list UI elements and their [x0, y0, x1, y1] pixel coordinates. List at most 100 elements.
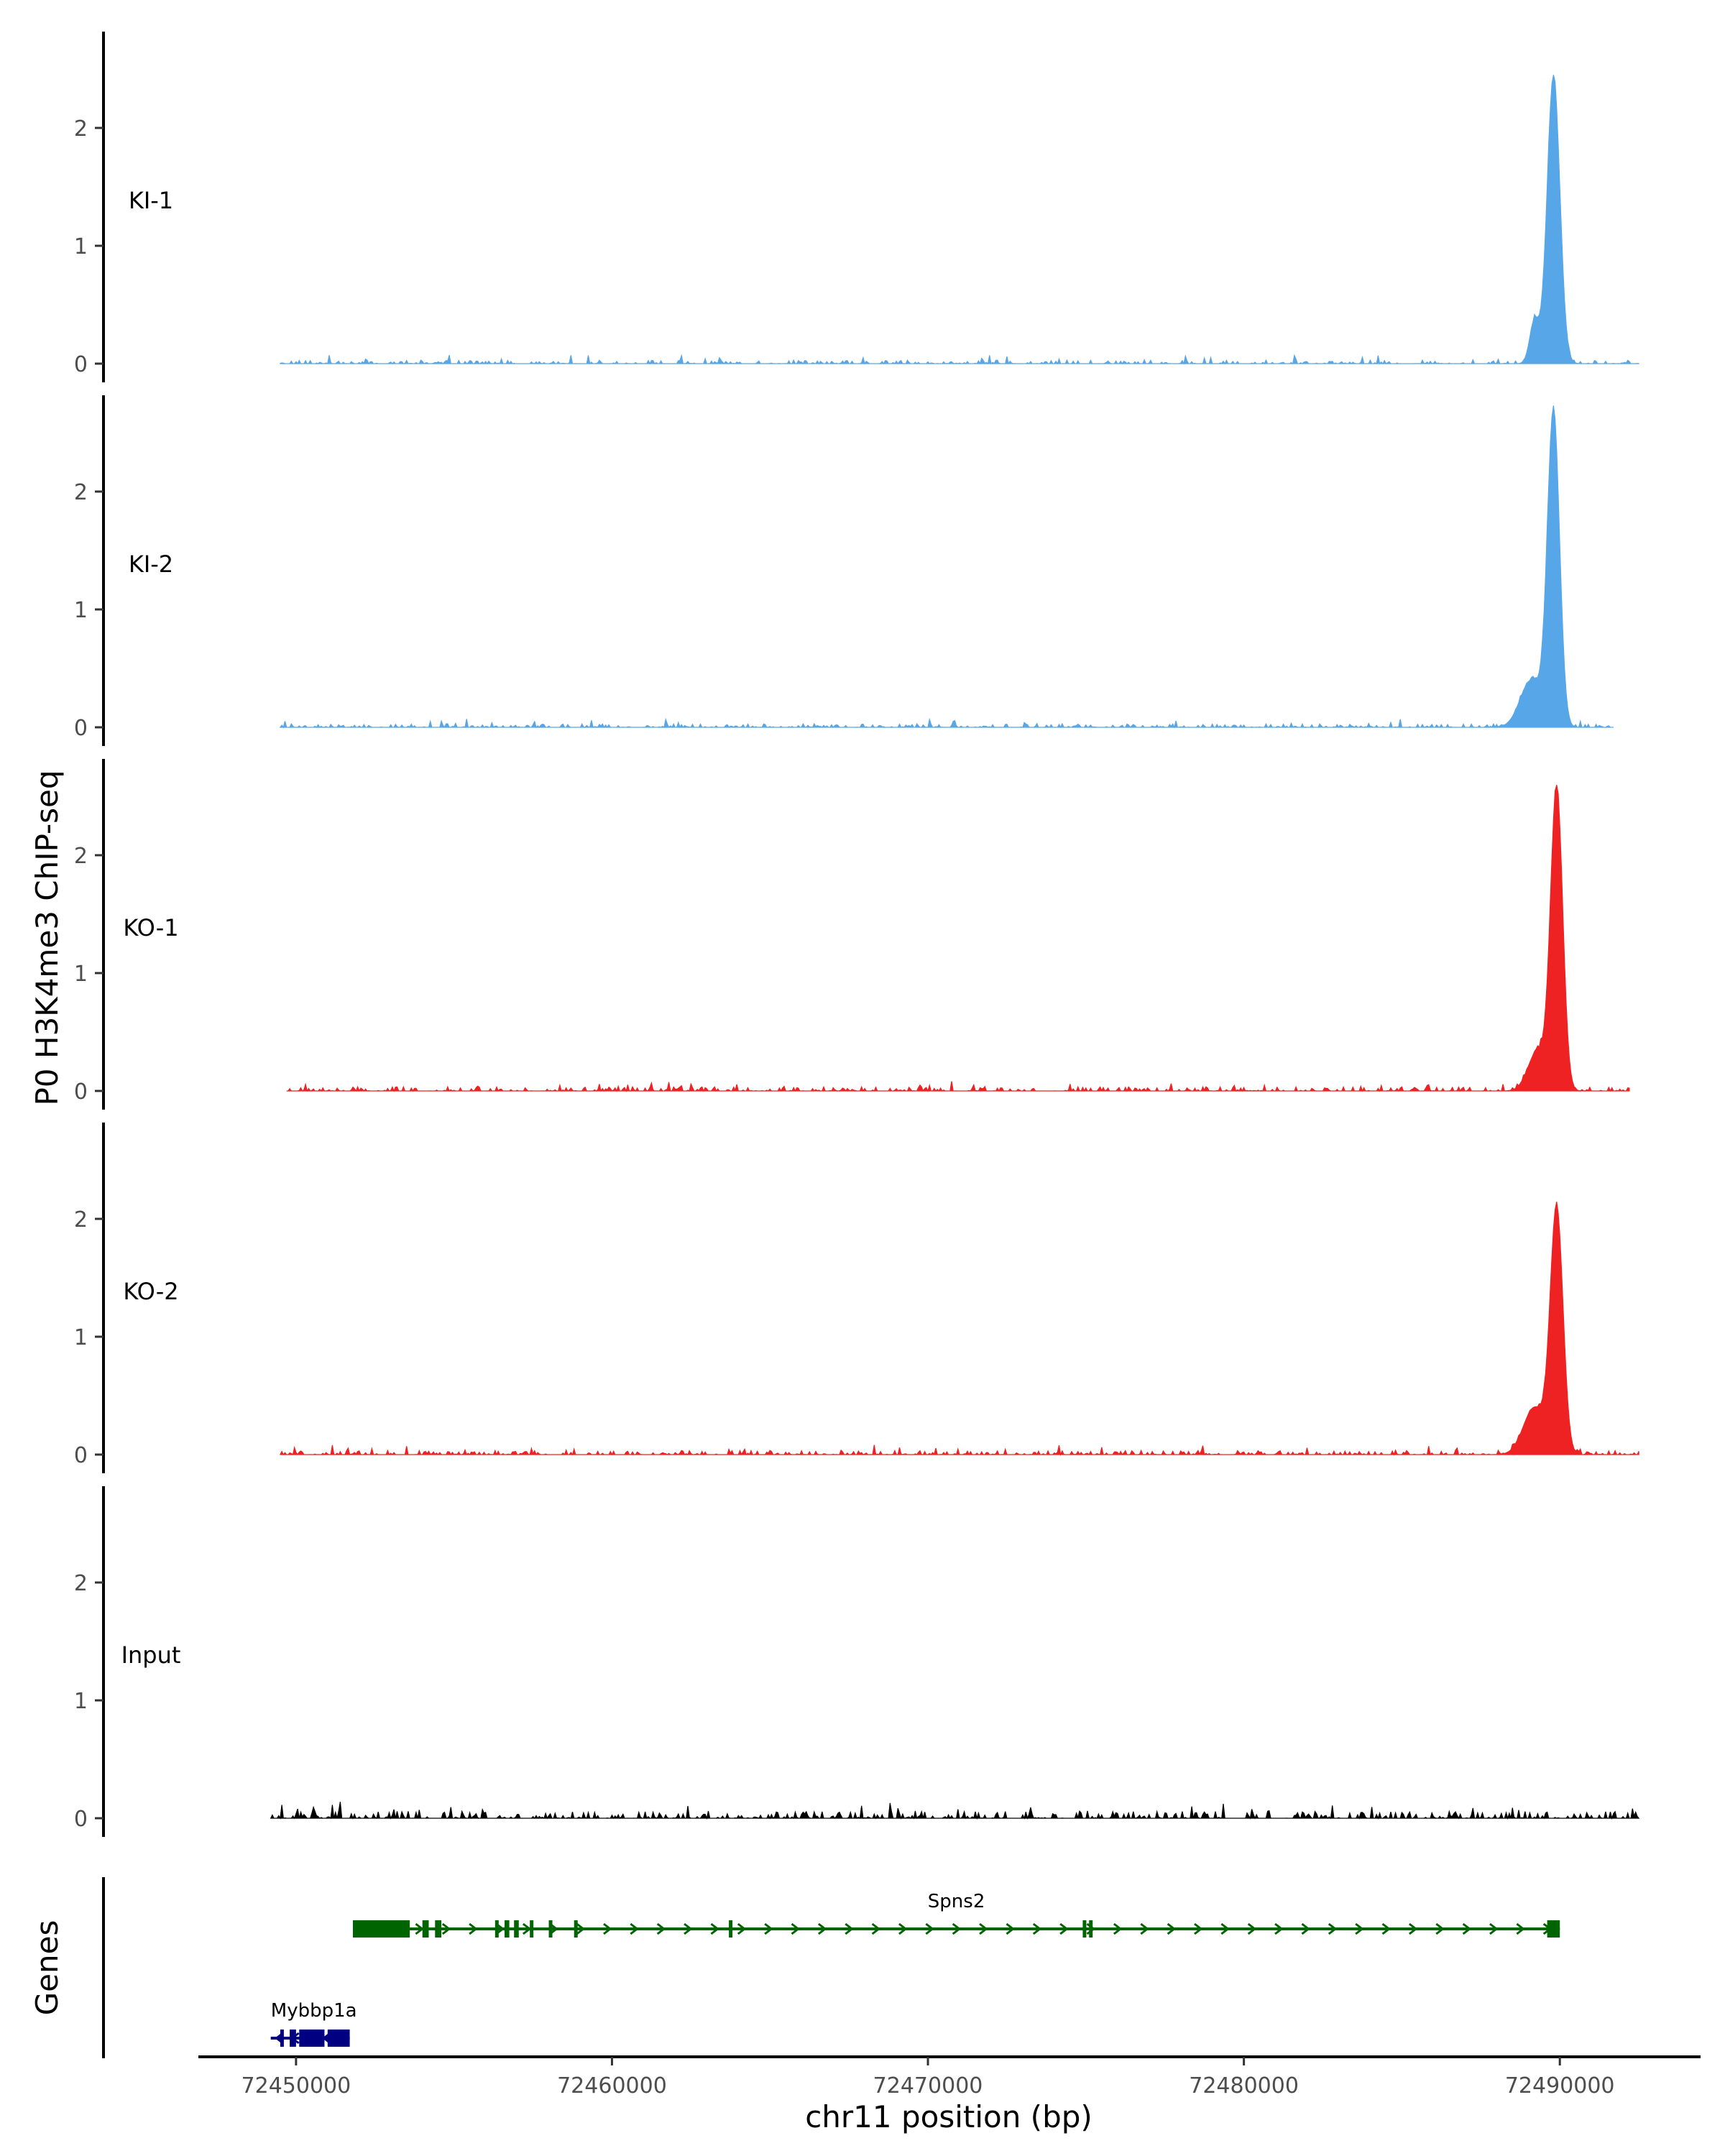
gene-name-label: Mybbp1a	[271, 2000, 357, 2022]
strand-chevron	[1328, 1922, 1338, 1935]
strand-chevron	[952, 1922, 962, 1935]
strand-chevron	[1220, 1922, 1230, 1935]
strand-chevron	[1167, 1922, 1177, 1935]
gene-exon	[729, 1920, 733, 1938]
x-tick-label: 72460000	[557, 2073, 667, 2099]
y-tick-label: 1	[74, 1689, 88, 1714]
gene-exon	[530, 1920, 534, 1938]
genes-track-title: Genes	[29, 1920, 65, 2016]
y-axis-title: P0 H3K4me3 ChIP-seq	[29, 770, 65, 1105]
strand-chevron	[925, 1922, 934, 1935]
y-tick-label: 2	[74, 1207, 88, 1233]
gene-exon	[327, 2030, 350, 2047]
strand-chevron	[1381, 1922, 1391, 1935]
signal-area	[286, 785, 1630, 1092]
y-tick-label: 0	[74, 1079, 88, 1105]
strand-chevron	[898, 1922, 908, 1935]
track-ko-2: 0 1 2 KO-2	[74, 1123, 1639, 1473]
y-tick-label: 2	[74, 1571, 88, 1596]
y-tick-label: 2	[74, 116, 88, 142]
gene-exon	[290, 2030, 296, 2047]
strand-chevron	[576, 1922, 586, 1935]
strand-chevron	[1247, 1922, 1257, 1935]
gene-exon	[548, 1920, 553, 1938]
y-tick-label: 1	[74, 962, 88, 987]
y-tick-label: 1	[74, 1325, 88, 1350]
strand-chevron	[1435, 1922, 1445, 1935]
strand-chevron	[1408, 1922, 1418, 1935]
strand-chevron	[1113, 1922, 1123, 1935]
gene-exon	[352, 1920, 410, 1938]
y-tick-label: 1	[74, 234, 88, 259]
strand-chevron	[1516, 1922, 1525, 1935]
strand-chevron	[1006, 1922, 1015, 1935]
gene-exon	[494, 1920, 499, 1938]
gene-exon	[435, 1920, 442, 1938]
strand-chevron	[684, 1922, 693, 1935]
y-tick-label: 0	[74, 1807, 88, 1832]
gene-exon	[1089, 1920, 1093, 1938]
strand-chevron	[845, 1922, 854, 1935]
strand-chevron	[871, 1922, 881, 1935]
strand-chevron	[469, 1922, 478, 1935]
x-tick-label: 72470000	[873, 2073, 983, 2099]
gene-spns2: Spns2	[352, 1891, 1560, 1938]
strand-chevron	[737, 1922, 747, 1935]
track-label: Input	[121, 1641, 181, 1669]
strand-chevron	[1194, 1922, 1203, 1935]
track-input: 0 1 2 Input	[74, 1486, 1640, 1837]
strand-chevron	[817, 1922, 827, 1935]
strand-chevron	[1140, 1922, 1149, 1935]
track-label: KI-1	[129, 187, 173, 214]
strand-chevron	[764, 1922, 773, 1935]
gene-exon	[1082, 1920, 1087, 1938]
y-tick-label: 0	[74, 352, 88, 377]
strand-chevron	[1462, 1922, 1472, 1935]
y-tick-label: 0	[74, 1443, 88, 1468]
strand-chevron	[1301, 1922, 1310, 1935]
strand-chevron	[415, 1922, 424, 1935]
strand-chevron	[710, 1922, 719, 1935]
y-tick-label: 1	[74, 598, 88, 623]
strand-chevron	[979, 1922, 988, 1935]
gene-exon	[1547, 1920, 1560, 1938]
y-tick-label: 2	[74, 480, 88, 505]
x-tick-label: 72490000	[1505, 2073, 1615, 2099]
y-tick-label: 0	[74, 716, 88, 741]
track-ki-1: 0 1 2 KI-1	[74, 32, 1639, 382]
strand-chevron	[791, 1922, 800, 1935]
track-label: KI-2	[129, 550, 173, 578]
signal-area	[280, 1202, 1639, 1457]
gene-exon	[574, 1920, 578, 1938]
signal-tracks: 0 1 2 KI-1 0 1 2 KI-2 0 1 2 KO-1 0 1 2 KO-2 0 1 2 Input	[74, 32, 1640, 1837]
gene-exon	[422, 1920, 429, 1938]
gene-exon	[504, 1920, 510, 1938]
x-axis: 72450000 72460000 72470000 72480000 72490000	[198, 2055, 1701, 2099]
gene-exon	[280, 2030, 284, 2047]
strand-chevron	[1032, 1922, 1042, 1935]
track-label: KO-1	[123, 914, 178, 941]
y-tick-label: 2	[74, 844, 88, 869]
strand-chevron	[1355, 1922, 1364, 1935]
signal-area	[279, 405, 1614, 729]
genes-track: Genes Spns2 Mybbp1a	[29, 1877, 1560, 2058]
signal-area	[270, 1802, 1640, 1820]
strand-chevron	[522, 1922, 532, 1935]
strand-chevron	[1489, 1922, 1499, 1935]
gene-exon	[299, 2030, 325, 2047]
x-tick-label: 72450000	[242, 2073, 351, 2099]
strand-chevron	[656, 1922, 666, 1935]
track-label: KO-2	[123, 1278, 178, 1305]
strand-chevron	[441, 1922, 451, 1935]
signal-area	[280, 75, 1639, 365]
strand-chevron	[603, 1922, 612, 1935]
track-ki-2: 0 1 2 KI-2	[74, 395, 1614, 746]
strand-chevron	[630, 1922, 639, 1935]
gene-exon	[514, 1920, 519, 1938]
x-axis-title: chr11 position (bp)	[805, 2099, 1092, 2134]
strand-chevron	[1059, 1922, 1069, 1935]
strand-chevron	[1274, 1922, 1284, 1935]
gene-mybbp1a: Mybbp1a	[270, 2000, 357, 2047]
gene-name-label: Spns2	[928, 1891, 985, 1912]
